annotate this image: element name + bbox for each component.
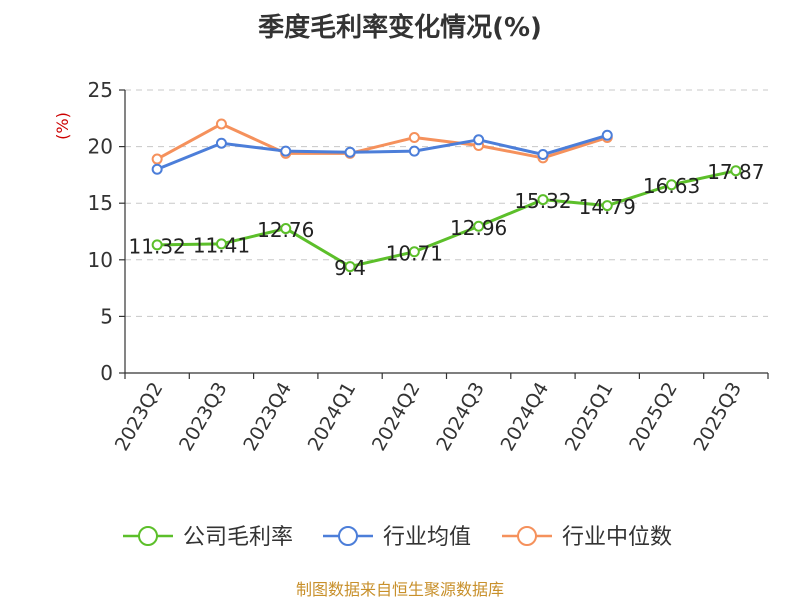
data-point xyxy=(344,261,356,273)
series-0 xyxy=(151,165,742,273)
y-tick-label: 15 xyxy=(88,191,113,215)
series-1 xyxy=(151,129,613,175)
data-label: 15.32 xyxy=(514,189,571,213)
y-tick-label: 20 xyxy=(88,135,113,159)
data-label: 17.87 xyxy=(707,160,764,184)
legend-label: 公司毛利率 xyxy=(183,525,293,550)
data-point xyxy=(280,145,292,157)
data-point xyxy=(473,134,485,146)
series-line xyxy=(156,122,608,161)
series-line xyxy=(157,169,737,269)
x-tick-label: 2024Q1 xyxy=(304,379,361,455)
data-point xyxy=(215,118,227,130)
legend-label: 行业均值 xyxy=(383,525,471,550)
x-tick-label: 2023Q3 xyxy=(175,379,232,455)
source-note: 制图数据来自恒生聚源数据库 xyxy=(296,580,504,599)
series-layer: 11.32 11.41 12.76 9.4 10.71 12.96 15.32 14.79 16… xyxy=(129,118,764,280)
series-line xyxy=(156,133,608,171)
data-point xyxy=(473,220,485,232)
x-tick-label: 2024Q4 xyxy=(497,379,554,455)
data-point xyxy=(408,145,420,157)
legend-item[interactable]: 行业均值 xyxy=(323,525,471,550)
data-label: 14.79 xyxy=(579,195,636,219)
y-tick-label: 0 xyxy=(100,361,113,385)
data-label: 10.71 xyxy=(386,241,443,265)
x-tick-label: 2025Q1 xyxy=(561,379,618,455)
data-point xyxy=(537,149,549,161)
data-label: 12.76 xyxy=(257,218,314,242)
legend-item[interactable]: 行业中位数 xyxy=(502,525,672,550)
data-point xyxy=(280,223,292,235)
data-point xyxy=(215,137,227,149)
legend-item[interactable]: 公司毛利率 xyxy=(123,525,293,550)
data-label: 9.4 xyxy=(334,256,366,280)
x-tick-label: 2023Q2 xyxy=(111,379,168,455)
data-point xyxy=(601,200,613,212)
x-tick-label: 2025Q2 xyxy=(625,379,682,455)
legend-label: 行业中位数 xyxy=(562,525,672,550)
legend-swatch-marker xyxy=(138,526,158,546)
x-tick-label: 2023Q4 xyxy=(239,379,296,455)
data-point xyxy=(730,165,742,177)
y-tick-label: 10 xyxy=(88,248,113,272)
legend-swatch-marker xyxy=(338,526,358,546)
data-label: 11.41 xyxy=(193,233,250,257)
data-point xyxy=(601,129,613,141)
x-tick-label: 2024Q2 xyxy=(368,379,425,455)
data-point xyxy=(344,146,356,158)
data-label: 16.63 xyxy=(643,174,700,198)
data-point xyxy=(151,239,163,251)
data-point xyxy=(151,163,163,175)
legend-swatch-marker xyxy=(517,526,537,546)
axes: 0 5 10 15 20 25 2023Q2 2023Q3 2023Q4 2024Q1 2024Q2… xyxy=(88,78,769,455)
data-point xyxy=(151,153,163,165)
data-label: 12.96 xyxy=(450,216,507,240)
x-tick-label: 2024Q3 xyxy=(432,379,489,455)
x-tick-label: 2025Q3 xyxy=(689,379,746,455)
data-label: 11.32 xyxy=(129,234,186,258)
data-point xyxy=(666,179,678,191)
legend: 公司毛利率 行业均值 行业中位数 xyxy=(123,525,672,550)
chart-title: 季度毛利率变化情况(%) xyxy=(258,12,542,43)
y-tick-label: 5 xyxy=(100,304,113,328)
data-point xyxy=(408,246,420,258)
data-point xyxy=(408,132,420,144)
data-point xyxy=(215,238,227,250)
y-axis-unit: (%) xyxy=(53,112,72,140)
y-tick-label: 25 xyxy=(88,78,113,102)
data-point xyxy=(537,194,549,206)
